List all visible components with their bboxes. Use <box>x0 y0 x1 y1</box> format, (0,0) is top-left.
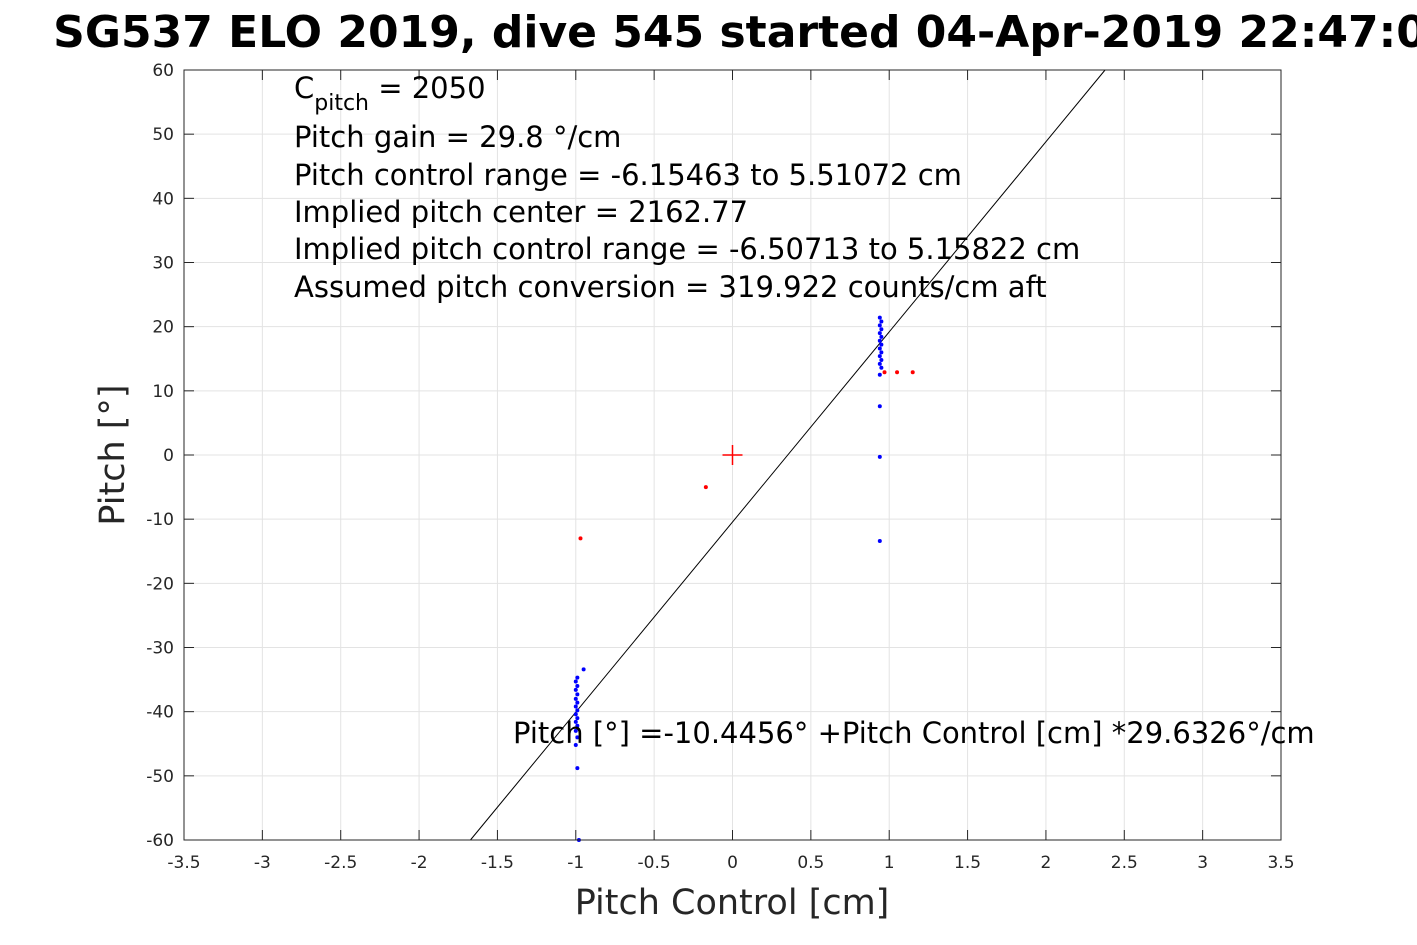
y-tick-label: 60 <box>152 61 174 81</box>
y-tick-label: 10 <box>152 382 174 402</box>
x-tick-label: -0.5 <box>638 853 671 873</box>
implied-pitch-center-annotation: Implied pitch center = 2162.77 <box>294 195 748 229</box>
y-tick-label: -30 <box>146 639 174 659</box>
data-point-series-1 <box>877 315 882 320</box>
pitch-gain-annotation: Pitch gain = 29.8 °/cm <box>294 120 621 154</box>
data-point-series-2 <box>882 370 887 375</box>
data-point-series-1 <box>575 735 580 740</box>
pitch-conversion-annotation: Assumed pitch conversion = 319.922 count… <box>294 270 1047 304</box>
data-point-series-1 <box>877 538 882 543</box>
data-point-series-1 <box>575 684 580 688</box>
x-tick-label: 1 <box>884 853 895 873</box>
data-point-series-1 <box>877 454 882 459</box>
x-tick-label: 3.5 <box>1267 853 1294 873</box>
data-point-series-1 <box>877 346 882 351</box>
data-point-series-2 <box>703 485 708 490</box>
data-point-series-2 <box>910 370 915 375</box>
x-tick-label: 1.5 <box>954 853 981 873</box>
data-point-series-2 <box>578 536 583 541</box>
pitch-control-range-annotation: Pitch control range = -6.15463 to 5.5107… <box>294 158 962 192</box>
data-point-series-1 <box>879 327 884 332</box>
x-tick-label: -2 <box>411 853 428 873</box>
y-tick-label: -40 <box>146 703 174 723</box>
y-tick-label: -60 <box>146 831 174 851</box>
data-point-series-1 <box>573 743 578 748</box>
data-point-series-1 <box>581 667 586 672</box>
data-point-series-1 <box>573 728 578 733</box>
data-point-series-1 <box>573 696 578 701</box>
chart-title: SG537 ELO 2019, dive 545 started 04-Apr-… <box>53 7 1417 58</box>
fit-equation-annotation: Pitch [°] =-10.4456° +Pitch Control [cm]… <box>513 716 1315 750</box>
data-point-series-1 <box>879 319 884 324</box>
data-point-series-1 <box>879 365 884 370</box>
y-tick-label: 40 <box>152 189 174 209</box>
data-point-series-1 <box>877 372 882 377</box>
y-tick-label: 30 <box>152 254 174 274</box>
axis-ticks: -3.5 -3 -2.5 -2 -1.5 -1 -0.5 0 0.5 1 1.5 2 2.5 3 3.5 -6… <box>146 61 1294 873</box>
data-point-series-1 <box>573 687 578 692</box>
y-tick-label: 20 <box>152 318 174 338</box>
y-tick-label: -50 <box>146 767 174 787</box>
data-point-series-1 <box>573 712 578 717</box>
data-point-series-1 <box>877 331 882 336</box>
data-point-series-1 <box>879 358 884 363</box>
x-tick-label: -1.5 <box>481 853 514 873</box>
data-point-series-1 <box>877 361 882 366</box>
x-tick-label: 2.5 <box>1111 853 1138 873</box>
y-axis-title: Pitch [°] <box>93 384 133 525</box>
data-point-series-1 <box>877 354 882 359</box>
data-point-series-1 <box>575 716 580 721</box>
c-pitch-annotation: Cpitch = 2050 <box>294 71 486 116</box>
data-point-series-1 <box>573 679 578 684</box>
implied-pitch-range-annotation: Implied pitch control range = -6.50713 t… <box>294 232 1080 266</box>
data-layer <box>470 69 1106 842</box>
data-point-series-1 <box>575 708 580 713</box>
x-tick-label: 3 <box>1197 853 1208 873</box>
data-point-series-1 <box>877 404 882 409</box>
data-point-series-1 <box>879 342 884 347</box>
y-tick-label: -10 <box>146 510 174 530</box>
x-axis-title: Pitch Control [cm] <box>575 883 890 923</box>
c-pitch-value: = 2050 <box>369 71 486 105</box>
data-point-series-1 <box>877 323 882 328</box>
data-point-series-1 <box>575 700 580 705</box>
data-point-series-1 <box>877 338 882 343</box>
x-tick-label: -3.5 <box>167 853 200 873</box>
data-point-series-1 <box>573 704 578 709</box>
y-tick-label: -20 <box>146 574 174 594</box>
data-point-series-2 <box>895 370 900 375</box>
x-tick-label: -3 <box>254 853 271 873</box>
data-point-series-1 <box>573 719 578 724</box>
x-tick-label: 0.5 <box>797 853 824 873</box>
y-tick-label: 0 <box>163 446 174 466</box>
x-tick-label: 0 <box>727 853 738 873</box>
c-pitch-symbol: C <box>294 71 314 105</box>
data-point-series-1 <box>575 692 580 697</box>
data-point-series-1 <box>575 723 580 728</box>
y-tick-label: 50 <box>152 125 174 145</box>
data-point-series-1 <box>575 675 580 680</box>
data-point-series-1 <box>879 334 884 339</box>
x-tick-label: -1 <box>567 853 584 873</box>
x-tick-label: 2 <box>1041 853 1052 873</box>
data-point-series-1 <box>879 350 884 355</box>
c-pitch-subscript: pitch <box>314 91 369 116</box>
data-point-series-1 <box>575 766 580 771</box>
x-tick-label: -2.5 <box>324 853 357 873</box>
